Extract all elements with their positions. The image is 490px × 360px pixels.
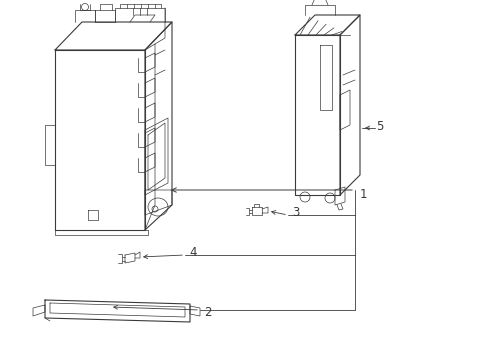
Text: 2: 2: [204, 306, 212, 320]
Text: 4: 4: [189, 246, 196, 258]
Text: 5: 5: [376, 120, 383, 132]
Text: 1: 1: [360, 188, 368, 201]
Text: 3: 3: [292, 206, 299, 219]
